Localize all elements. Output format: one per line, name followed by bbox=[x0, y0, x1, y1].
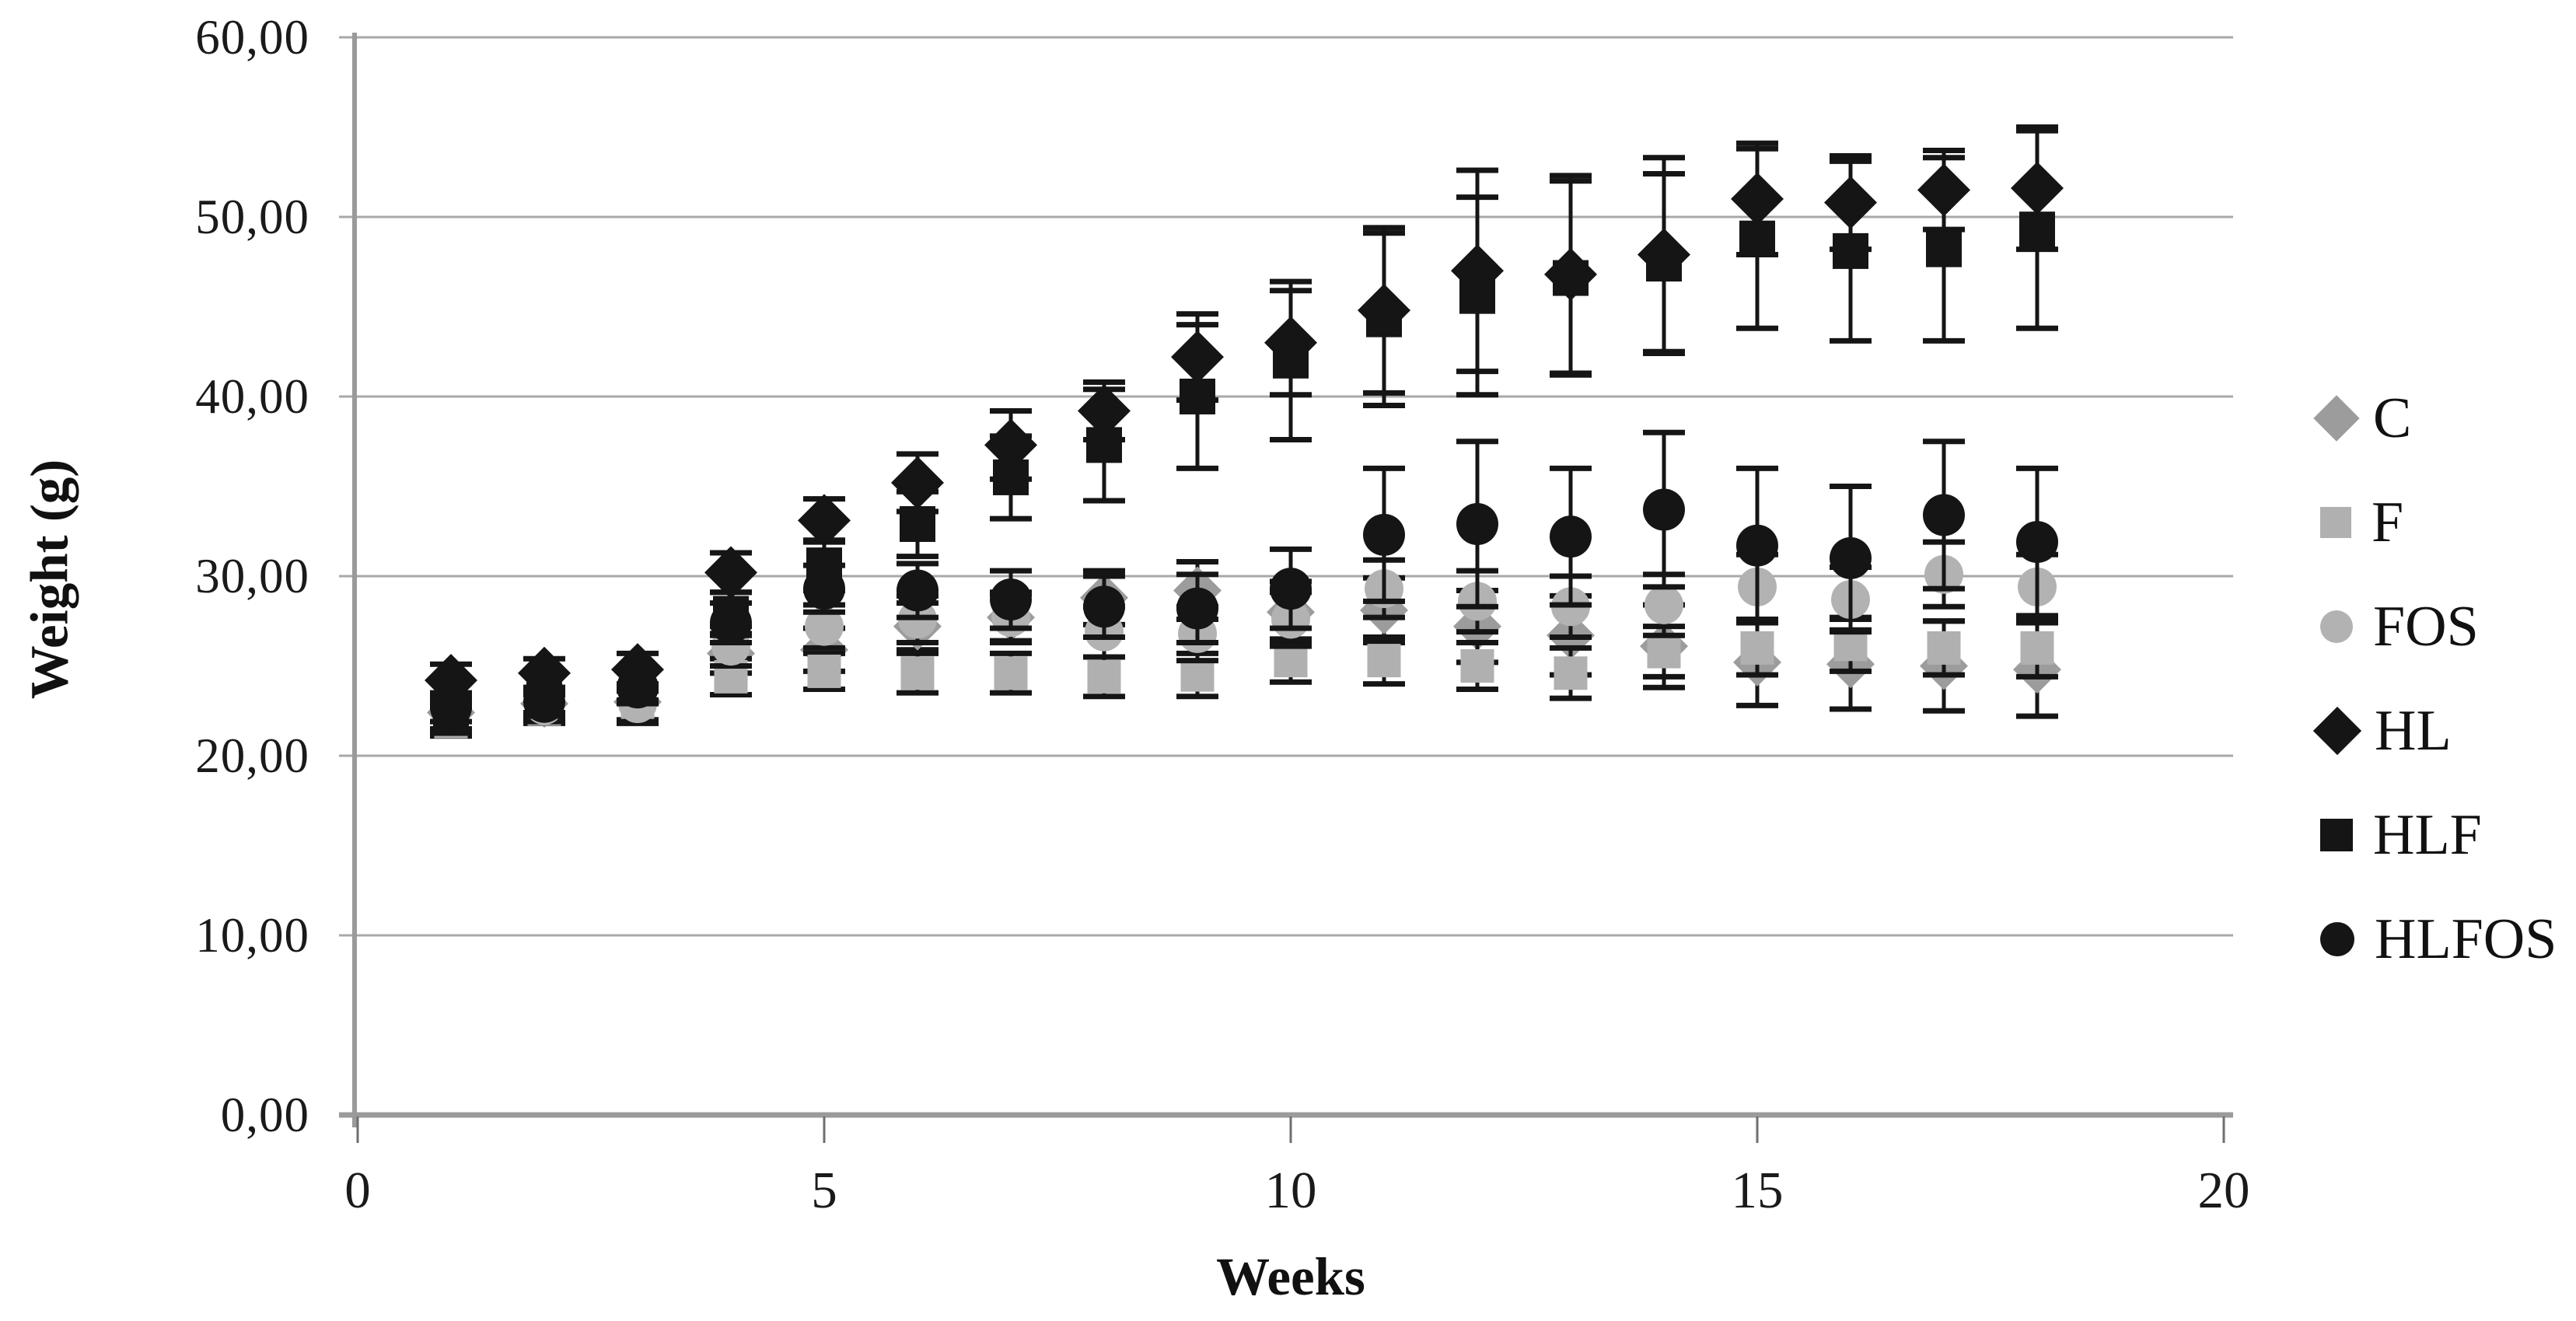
x-tick-label-3: 15 bbox=[1731, 1162, 1784, 1219]
y-tick-label-4: 40,00 bbox=[195, 369, 309, 424]
legend-item-hlf: HLF bbox=[2320, 806, 2482, 864]
legend-label: C bbox=[2373, 386, 2412, 450]
series-HL bbox=[425, 124, 2064, 707]
x-tick-label-1: 5 bbox=[811, 1162, 837, 1219]
axes bbox=[339, 33, 2233, 1143]
legend-label: F bbox=[2372, 491, 2404, 554]
circle-marker-icon bbox=[2320, 610, 2353, 643]
legend-label: HLF bbox=[2373, 803, 2482, 867]
legend-item-hl: HL bbox=[2312, 699, 2452, 763]
y-axis-title: Weight (g) bbox=[19, 459, 79, 700]
square-marker-icon bbox=[2320, 507, 2351, 538]
y-tick-label-2: 20,00 bbox=[195, 729, 309, 783]
legend-item-c: C bbox=[2313, 386, 2412, 450]
y-tick-label-5: 50,00 bbox=[195, 190, 309, 244]
y-tick-label-1: 10,00 bbox=[195, 908, 309, 963]
series-F bbox=[430, 614, 2058, 739]
series-HLFOS bbox=[430, 429, 2058, 729]
legend-item-hlfos: HLFOS bbox=[2320, 910, 2557, 968]
x-tick-label-0: 0 bbox=[344, 1162, 371, 1219]
square-marker-icon bbox=[2320, 819, 2353, 851]
legend-item-f: F bbox=[2320, 494, 2403, 551]
diamond-marker-icon bbox=[2312, 706, 2362, 756]
x-tick-label-4: 20 bbox=[2197, 1162, 2250, 1219]
legend-item-fos: FOS bbox=[2320, 598, 2479, 655]
legend-label: FOS bbox=[2373, 595, 2479, 659]
x-tick-label-2: 10 bbox=[1264, 1162, 1317, 1219]
legend-label: HLFOS bbox=[2375, 907, 2557, 971]
series-C bbox=[427, 559, 2061, 737]
series-FOS bbox=[430, 539, 2058, 736]
x-axis-title: Weeks bbox=[1216, 1247, 1365, 1306]
diamond-marker-icon bbox=[2313, 395, 2360, 442]
y-tick-label-6: 60,00 bbox=[195, 10, 309, 65]
legend-label: HL bbox=[2375, 699, 2452, 763]
series-HLF bbox=[430, 128, 2058, 736]
y-tick-label-0: 0,00 bbox=[220, 1088, 309, 1142]
y-tick-label-3: 30,00 bbox=[195, 549, 309, 603]
circle-marker-icon bbox=[2320, 922, 2354, 956]
